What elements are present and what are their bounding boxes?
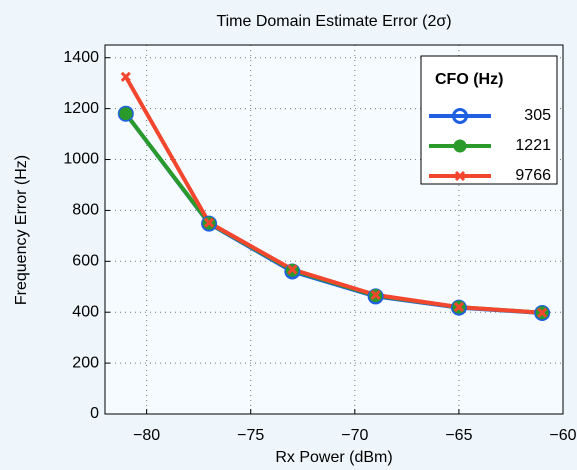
marker-x <box>120 71 131 82</box>
legend-label: 1221 <box>515 137 551 154</box>
marker-x <box>204 217 215 228</box>
legend-marker <box>453 139 467 153</box>
marker <box>204 217 215 228</box>
x-tick-label: −60 <box>549 427 576 444</box>
x-tick-label: −70 <box>341 427 368 444</box>
x-tick-label: −65 <box>445 427 472 444</box>
marker <box>287 264 298 275</box>
marker <box>370 289 381 300</box>
marker-x <box>287 264 298 275</box>
legend-box <box>420 55 558 185</box>
y-tick-label: 600 <box>72 253 99 270</box>
y-tick-label: 1400 <box>63 49 99 66</box>
marker-x <box>537 307 548 318</box>
series-line <box>124 75 543 315</box>
y-axis-label: Frequency Error (Hz) <box>13 155 30 305</box>
y-tick-label: 0 <box>90 405 99 422</box>
x-tick-label: −80 <box>133 427 160 444</box>
legend-marker <box>452 108 468 124</box>
marker-x <box>454 170 466 182</box>
y-tick-label: 200 <box>72 354 99 371</box>
marker <box>120 71 131 82</box>
marker <box>453 302 464 313</box>
marker <box>537 307 548 318</box>
marker <box>119 107 133 121</box>
chart-title: Time Domain Estimate Error (2σ) <box>216 13 451 30</box>
legend-label: 305 <box>524 107 551 124</box>
y-tick-label: 800 <box>72 202 99 219</box>
legend-label: 9766 <box>515 167 551 184</box>
y-tick-label: 1000 <box>63 151 99 168</box>
y-tick-label: 400 <box>72 303 99 320</box>
x-tick-label: −75 <box>237 427 264 444</box>
legend-marker <box>454 170 466 182</box>
legend-title: CFO (Hz) <box>435 71 503 88</box>
marker-x <box>370 289 381 300</box>
y-tick-label: 1200 <box>63 100 99 117</box>
axes-frame <box>104 44 564 415</box>
x-axis-label: Rx Power (dBm) <box>275 449 392 466</box>
marker-x <box>453 302 464 313</box>
